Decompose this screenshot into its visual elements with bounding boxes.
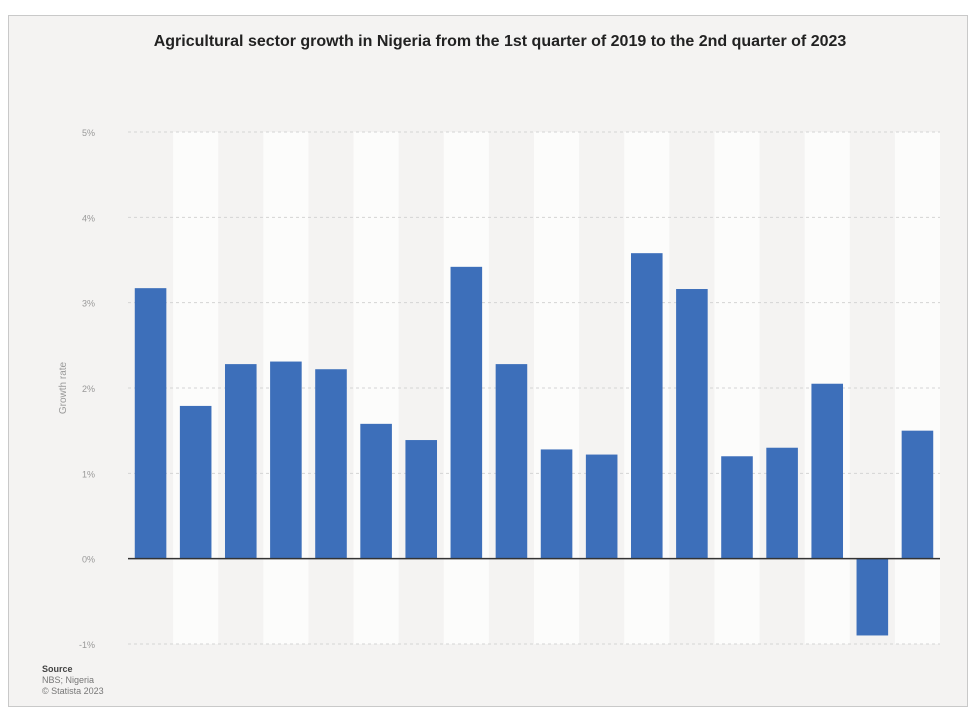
y-axis-ticks: 5% 4% 3% 2% 1% 0% -1% (79, 128, 95, 650)
bar (721, 456, 753, 559)
bar (676, 289, 708, 559)
y-tick-label: 0% (82, 555, 95, 565)
y-tick-label: 1% (82, 469, 95, 479)
bar (224, 364, 257, 559)
bar (901, 430, 934, 559)
bar (856, 558, 889, 636)
bar (405, 440, 438, 559)
bar (766, 447, 798, 559)
chart-title: Agricultural sector growth in Nigeria fr… (153, 33, 847, 50)
y-tick-label: 4% (82, 213, 95, 223)
source-block: Source NBS; Nigeria © Statista 2023 (42, 664, 104, 697)
bar (360, 423, 392, 559)
bar (134, 288, 167, 559)
bar (270, 361, 302, 559)
y-tick-label: 2% (82, 384, 95, 394)
copyright-line: © Statista 2023 (42, 686, 104, 696)
source-line: NBS; Nigeria (42, 675, 95, 685)
y-tick-label: 3% (82, 299, 95, 309)
y-axis-label: Growth rate (58, 361, 69, 414)
bar (179, 405, 212, 559)
bar (540, 449, 573, 559)
bar (811, 383, 844, 559)
y-tick-label: 5% (82, 128, 95, 138)
source-heading: Source (42, 664, 73, 674)
y-tick-label: -1% (79, 640, 95, 650)
bar (450, 266, 483, 559)
bars (134, 253, 934, 636)
bar (315, 369, 347, 559)
bar (585, 454, 618, 559)
bar (630, 253, 663, 559)
bar (495, 364, 528, 559)
